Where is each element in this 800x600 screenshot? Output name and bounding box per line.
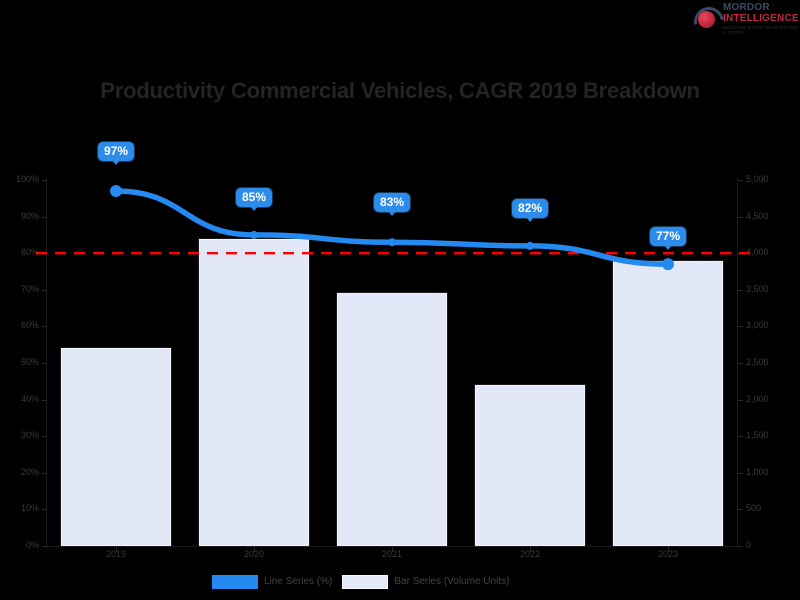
- y-axis-left-tick: [42, 509, 47, 511]
- y-axis-right-tick-label: 500: [746, 503, 762, 514]
- y-axis-right-tick: [738, 326, 743, 328]
- x-axis-label: 2022: [519, 549, 541, 559]
- y-axis-right-tick: [738, 546, 743, 547]
- data-label: 83%: [374, 193, 411, 217]
- y-axis-right-tick: [738, 436, 743, 438]
- y-axis-right-tick: [738, 289, 743, 291]
- y-axis-left-tick-label: 100%: [15, 174, 39, 184]
- y-axis-right-tick-label: 3,500: [746, 283, 769, 294]
- line-marker[interactable]: [526, 241, 534, 250]
- y-axis-right-tick-label: 4,500: [746, 210, 769, 221]
- bar[interactable]: [612, 259, 724, 546]
- legend-item-line[interactable]: Line Series (%): [212, 574, 333, 589]
- y-axis-left-tick: [42, 436, 47, 438]
- y-axis-left-tick-label: 60%: [20, 320, 39, 331]
- y-axis-right-tick-label: 2,500: [746, 357, 769, 367]
- bar[interactable]: [60, 347, 172, 546]
- y-axis-right-tick: [738, 472, 743, 474]
- x-axis-label: 2019: [105, 549, 127, 559]
- y-axis-right-tick-label: 4,000: [746, 247, 769, 258]
- y-axis-left-tick-label: 70%: [20, 283, 39, 294]
- legend-item-bar[interactable]: Bar Series (Volume Units): [342, 574, 510, 589]
- y-axis-right-tick-label: 5,000: [746, 174, 769, 184]
- y-axis-right-tick-label: 0: [746, 540, 752, 550]
- y-axis-left-tick: [42, 180, 47, 181]
- y-axis-left-tick: [42, 399, 47, 401]
- y-axis-right-tick: [738, 363, 743, 364]
- y-axis-left-tick-label: 0%: [25, 540, 39, 550]
- x-axis-tick: [392, 547, 393, 552]
- y-axis-left-tick: [42, 289, 47, 291]
- logo-line2: INTELLIGENCE: [723, 13, 799, 24]
- y-axis-right-tick-label: 1,500: [746, 430, 769, 441]
- y-axis-left-tick: [42, 216, 47, 218]
- line-marker[interactable]: [662, 258, 674, 271]
- y-axis-left-tick-label: 80%: [20, 247, 39, 258]
- logo-line1: MORDOR: [723, 2, 770, 13]
- x-axis-label: 2023: [657, 549, 679, 559]
- data-label: 82%: [512, 198, 549, 222]
- y-axis-left-tick-label: 90%: [20, 210, 39, 221]
- y-axis-right-tick: [738, 509, 743, 511]
- y-axis-left-tick: [42, 546, 47, 547]
- bar[interactable]: [198, 237, 310, 546]
- legend-label-line: Line Series (%): [264, 576, 333, 587]
- y-axis-left-tick: [42, 472, 47, 474]
- brand-logo: MORDOR INTELLIGENCE BECAUSE EVERY MARKET…: [688, 1, 799, 43]
- y-axis-left-tick: [42, 326, 47, 328]
- data-label: 77%: [650, 227, 687, 251]
- y-axis-right-tick-label: 3,000: [746, 320, 769, 331]
- x-axis-tick: [530, 547, 531, 552]
- logo-mark-icon: [688, 1, 730, 43]
- legend-swatch-bar: [342, 574, 389, 589]
- x-axis-tick: [116, 547, 117, 552]
- legend-swatch-line: [212, 574, 258, 589]
- x-axis-tick: [668, 547, 669, 552]
- y-axis-right-tick: [738, 180, 743, 181]
- y-axis-left-tick-label: 20%: [20, 466, 39, 477]
- data-label: 97%: [98, 141, 135, 165]
- chart-legend: Line Series (%) Bar Series (Volume Units…: [212, 572, 588, 591]
- logo-tagline: BECAUSE EVERY MARKET HAS A STORY: [723, 25, 799, 35]
- chart-title: Productivity Commercial Vehicles, CAGR 2…: [100, 78, 700, 103]
- y-axis-right-line: [737, 178, 738, 548]
- y-axis-left-tick-label: 50%: [20, 357, 39, 367]
- y-axis-right-tick-label: 2,000: [746, 393, 769, 404]
- line-marker[interactable]: [250, 230, 258, 239]
- y-axis-right-tick-label: 1,000: [746, 466, 769, 477]
- legend-label-bar: Bar Series (Volume Units): [394, 576, 510, 587]
- y-axis-left-tick-label: 10%: [20, 503, 39, 514]
- y-axis-left-tick: [42, 363, 47, 364]
- x-axis-label: 2021: [381, 549, 403, 559]
- y-axis-left-tick-label: 30%: [20, 430, 39, 441]
- y-axis-right-tick: [738, 399, 743, 401]
- line-markers: [110, 184, 674, 271]
- line-marker[interactable]: [388, 238, 396, 247]
- x-axis-label: 2020: [243, 549, 265, 559]
- x-axis-line: [46, 546, 738, 547]
- data-label: 85%: [236, 187, 273, 211]
- line-marker[interactable]: [110, 184, 122, 197]
- y-axis-left-tick-label: 40%: [20, 393, 39, 404]
- bar[interactable]: [474, 383, 586, 546]
- y-axis-right-tick: [738, 216, 743, 218]
- x-axis-tick: [254, 547, 255, 552]
